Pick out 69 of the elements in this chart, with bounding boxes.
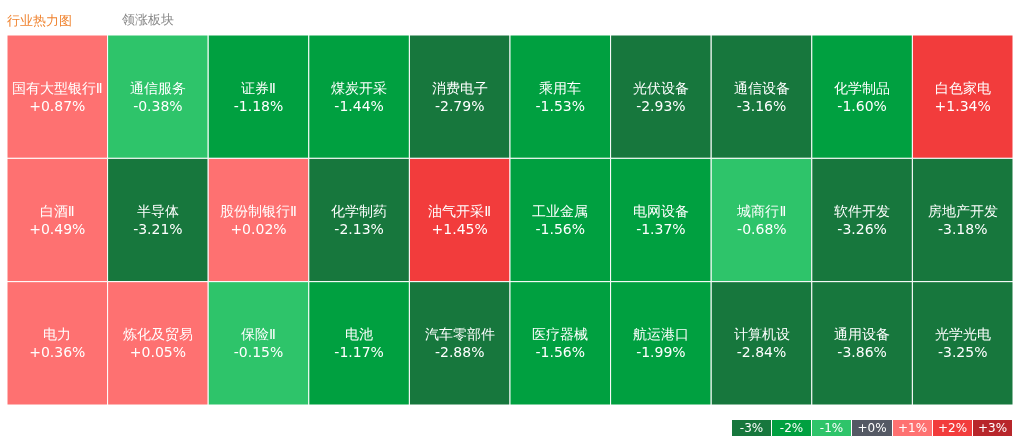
data-label: -0.68% [737,221,787,238]
data-label: -0.15% [233,344,284,361]
category-label: 证券Ⅱ [241,79,276,96]
category-label: 白酒Ⅱ [39,202,75,219]
category-label: 通信设备 [733,79,790,96]
category-label: 计算机设 [733,326,790,343]
data-label: -1.56% [535,221,586,238]
category-label: 股份制银行Ⅱ [220,202,297,219]
category-label: 通信服务 [129,79,186,96]
data-label: +0.05% [129,344,187,361]
data-label: +1.45% [431,221,488,238]
data-label: +1% [897,421,928,435]
category-label: 油气开采Ⅱ [428,202,492,219]
category-label: 光伏设备 [632,79,689,96]
category-label: 电池 [345,326,374,343]
category-label: 白色家电 [934,79,991,96]
data-label: -1% [819,421,844,435]
category-label: 化学制品 [834,79,891,96]
data-label: +3% [977,421,1008,435]
data-label: +1.34% [934,97,991,114]
category-label: 航运港口 [632,326,689,343]
data-label: -2.84% [736,344,787,361]
data-label: -1.60% [837,97,887,114]
category-label: 工业金属 [532,202,589,219]
data-label: +0.49% [29,221,86,238]
category-label: 半导体 [136,202,179,219]
data-label: -3% [739,421,764,435]
data-label: -3.26% [837,221,887,238]
data-label: +0.02% [230,221,287,238]
category-label: 国有大型银行Ⅱ [11,79,103,96]
data-label: -3.25% [937,344,988,361]
data-label: -2.93% [636,97,686,114]
data-label: -2% [779,421,804,435]
category-label: 乘用车 [539,79,582,96]
data-label: -3.86% [837,344,887,361]
data-label: -1.44% [334,97,384,114]
data-label: -1.99% [636,344,686,361]
data-label: -2.79% [434,97,485,114]
category-label: 化学制药 [331,202,388,219]
category-label: 电网设备 [632,202,689,219]
category-label: 城商行Ⅱ [736,202,787,219]
data-label: -3.18% [937,221,988,238]
category-label: 通用设备 [834,326,891,343]
data-label: -2.13% [334,221,384,238]
data-label: -3.21% [133,221,183,238]
category-label: 煤炭开采 [331,79,388,96]
data-label: +2% [937,421,968,435]
category-label: 汽车零部件 [424,326,495,343]
category-label: 光学光电 [934,326,991,343]
data-label: +0.36% [29,344,86,361]
data-label: -0.38% [133,97,183,114]
category-label: 炼化及贸易 [122,326,193,343]
data-label: -1.37% [636,221,686,238]
data-label: -2.88% [434,344,485,361]
data-label: +0% [857,421,887,435]
text: 领涨板块 [122,12,174,27]
data-label: -1.56% [535,344,586,361]
text: 行业热力图 [7,12,72,28]
data-label: +0.87% [29,97,86,114]
data-label: -3.16% [736,97,787,114]
category-label: 电力 [43,326,72,343]
data-label: -1.53% [535,97,586,114]
category-label: 医疗器械 [532,326,589,343]
category-label: 房地产开发 [927,202,998,219]
data-label: -1.18% [233,97,284,114]
category-label: 保险Ⅱ [241,326,276,343]
data-label: -1.17% [334,344,384,361]
category-label: 消费电子 [431,79,488,96]
category-label: 软件开发 [834,202,891,219]
